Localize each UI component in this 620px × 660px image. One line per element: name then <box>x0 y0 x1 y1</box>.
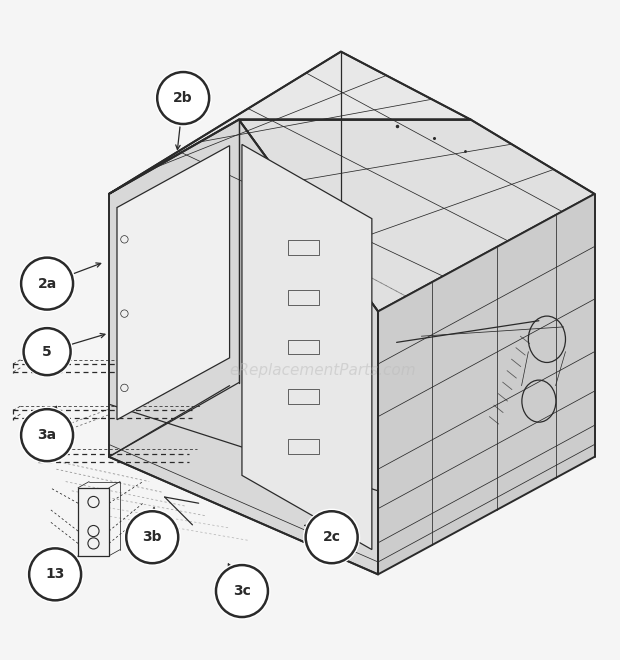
Text: 2c: 2c <box>322 530 340 544</box>
Polygon shape <box>117 146 229 420</box>
Polygon shape <box>109 51 471 194</box>
Bar <box>288 389 319 404</box>
Polygon shape <box>109 119 378 574</box>
Circle shape <box>303 509 360 566</box>
Circle shape <box>123 509 181 566</box>
Polygon shape <box>242 145 372 550</box>
Polygon shape <box>378 194 595 574</box>
Text: 13: 13 <box>45 568 65 581</box>
Text: 3c: 3c <box>233 584 251 598</box>
Polygon shape <box>78 488 109 556</box>
Text: eReplacementParts.com: eReplacementParts.com <box>229 363 415 378</box>
Text: 2a: 2a <box>37 277 56 290</box>
Bar <box>288 439 319 453</box>
Circle shape <box>19 407 76 464</box>
Bar <box>288 290 319 305</box>
Text: 3b: 3b <box>143 530 162 544</box>
Polygon shape <box>239 119 595 312</box>
Circle shape <box>19 255 76 312</box>
Circle shape <box>27 546 84 603</box>
Text: 5: 5 <box>42 345 52 358</box>
Circle shape <box>213 562 270 620</box>
Bar <box>288 340 319 354</box>
Bar <box>288 240 319 255</box>
Circle shape <box>21 326 73 378</box>
Text: 2b: 2b <box>174 91 193 105</box>
Circle shape <box>154 69 212 127</box>
Text: 3a: 3a <box>38 428 56 442</box>
